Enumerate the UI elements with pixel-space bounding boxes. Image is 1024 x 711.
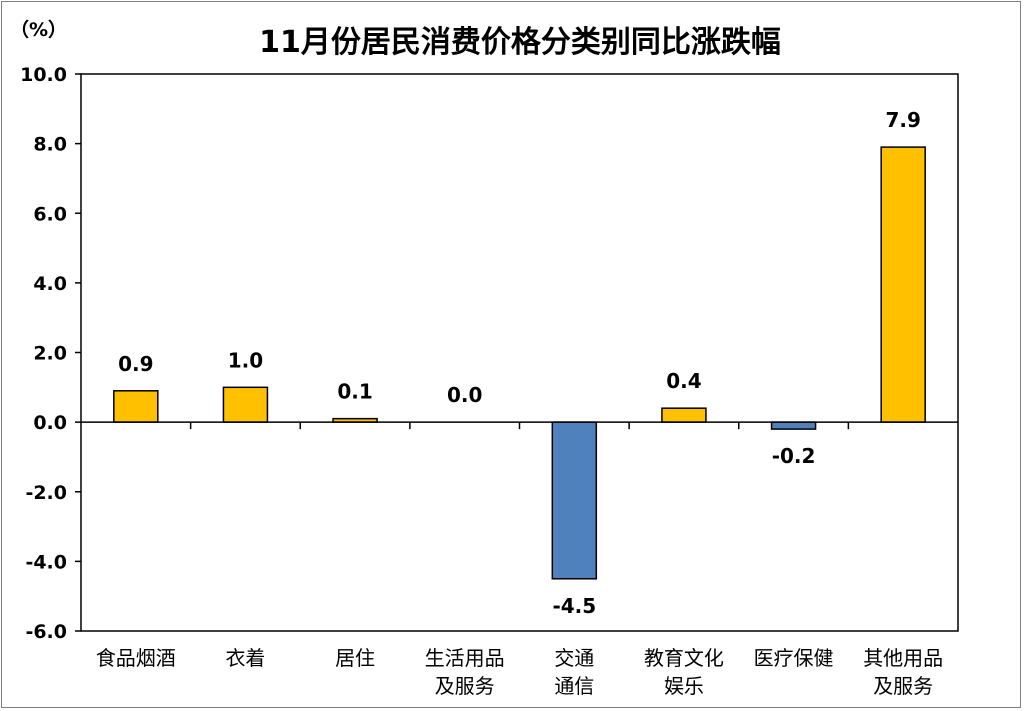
unit-label: （%） [10, 18, 67, 41]
data-label: -4.5 [552, 594, 596, 618]
y-tick-label: -4.0 [25, 551, 67, 573]
data-label: 0.1 [337, 380, 372, 404]
y-tick-label: 0.0 [33, 412, 67, 434]
bar [880, 146, 926, 423]
data-label: 0.4 [666, 369, 701, 393]
bar [551, 421, 598, 580]
data-label: 1.0 [228, 348, 263, 372]
y-tick-label: 8.0 [33, 134, 67, 156]
y-tick-label: 4.0 [33, 273, 67, 295]
y-tick-label: 10.0 [20, 64, 67, 86]
data-label: -0.2 [772, 444, 816, 468]
y-tick-label: 6.0 [33, 203, 67, 225]
data-labels: 0.9 1.0 0.1 0.0 -4.5 0.4 -0.2 7.9 [118, 108, 921, 618]
x-tick-label: 及服务 [435, 674, 495, 698]
x-tick-label: 教育文化 [644, 646, 724, 670]
bar [113, 390, 159, 423]
axes [80, 73, 959, 632]
chart-title: 11月份居民消费价格分类别同比涨跌幅 [259, 25, 781, 60]
x-tick-label: 其他用品 [863, 646, 943, 670]
plot-area-border [80, 73, 959, 632]
x-tick-label: 及服务 [873, 674, 933, 698]
x-tick-label: 生活用品 [425, 646, 505, 670]
x-tick-label: 通信 [554, 674, 594, 698]
bar [222, 386, 269, 423]
y-tick-label: -2.0 [25, 482, 67, 504]
bar [770, 421, 817, 430]
bar [661, 407, 707, 423]
x-tick-label: 娱乐 [664, 674, 704, 698]
x-tick-label: 衣着 [225, 646, 265, 670]
data-label: 7.9 [885, 108, 920, 132]
x-tick-label: 交通 [554, 646, 594, 670]
x-tick-label: 医疗保健 [754, 646, 834, 670]
y-tick-label: -6.0 [25, 621, 67, 643]
x-tick-label: 食品烟酒 [96, 646, 176, 670]
bars [113, 146, 926, 580]
y-axis-ticks: 10.0 8.0 6.0 4.0 2.0 0.0 -2.0 -4.0 -6.0 [20, 64, 81, 643]
data-label: 0.0 [447, 383, 482, 407]
x-tick-label: 居住 [335, 646, 375, 670]
data-label: 0.9 [118, 352, 153, 376]
y-tick-label: 2.0 [33, 343, 67, 365]
